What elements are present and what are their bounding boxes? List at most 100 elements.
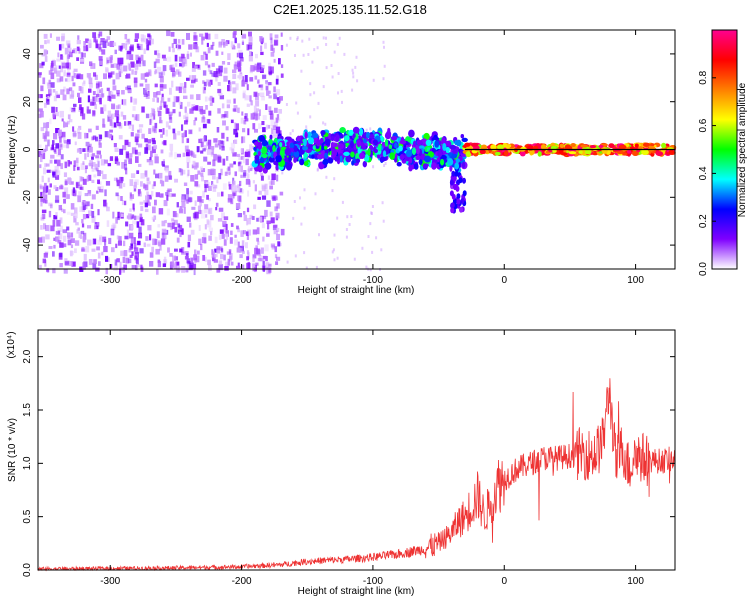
heatmap-cell <box>212 159 216 167</box>
heatmap-cell <box>232 192 236 197</box>
heatmap-cell <box>129 246 133 250</box>
heatmap-cell <box>45 225 49 232</box>
heatmap-cell <box>126 50 132 55</box>
heatmap-cell <box>276 174 279 182</box>
heatmap-cell <box>45 126 48 133</box>
heatmap-cell <box>454 170 459 177</box>
heatmap-cell <box>302 146 308 151</box>
heatmap-cell <box>233 161 236 165</box>
heatmap-cell <box>352 75 355 79</box>
heatmap-cell <box>217 192 221 197</box>
heatmap-cell <box>302 53 305 57</box>
heatmap-cell <box>256 65 260 73</box>
heatmap-cell <box>66 120 70 125</box>
heatmap-cell <box>57 52 60 58</box>
heatmap-cell <box>173 96 178 102</box>
heatmap-cell <box>244 113 248 119</box>
heatmap-cell <box>146 202 151 206</box>
heatmap-cell <box>184 120 188 125</box>
heatmap-cell <box>249 214 253 219</box>
heatmap-cell <box>230 223 234 227</box>
heatmap-cell <box>244 75 248 82</box>
heatmap-cell <box>135 265 138 271</box>
heatmap-cell <box>94 225 99 230</box>
heatmap-cell <box>104 131 109 138</box>
heatmap-cell <box>183 115 186 120</box>
heatmap-cell <box>214 253 218 258</box>
heatmap-cell <box>131 251 134 256</box>
heatmap-cell <box>101 251 104 256</box>
heatmap-cell <box>223 75 228 82</box>
heatmap-cell <box>101 93 105 97</box>
heatmap-cell <box>227 166 231 171</box>
heatmap-cell <box>67 114 71 120</box>
heatmap-cell <box>92 91 96 96</box>
heatmap-cell <box>166 108 170 114</box>
heatmap-cell <box>67 177 72 185</box>
heatmap-cell <box>264 42 267 49</box>
heatmap-cell <box>154 199 157 206</box>
heatmap-cell <box>254 75 258 80</box>
heatmap-cell <box>254 128 258 133</box>
heatmap-cell <box>133 81 138 88</box>
heatmap-cell <box>109 40 115 48</box>
heatmap-cell <box>74 141 77 146</box>
heatmap-cell <box>98 140 101 146</box>
heatmap-cell <box>153 169 156 175</box>
snr-y-axis-label: SNR (10 * v/v) <box>7 418 18 482</box>
heatmap-cell <box>440 158 445 166</box>
heatmap-cell <box>63 243 67 248</box>
heatmap-cell <box>233 64 238 70</box>
heatmap-cell <box>247 128 250 136</box>
heatmap-cell <box>97 239 102 245</box>
heatmap-cell <box>115 243 118 249</box>
heatmap-cell <box>181 62 186 67</box>
heatmap-cell <box>114 259 118 266</box>
heatmap-cell <box>243 211 246 215</box>
heatmap-cell <box>280 45 284 51</box>
heatmap-cell <box>241 33 246 39</box>
heatmap-cell <box>327 157 334 164</box>
heatmap-cell <box>61 208 64 212</box>
heatmap-cell <box>109 156 114 161</box>
heatmap-cell <box>156 268 159 275</box>
heatmap-cell <box>540 144 547 150</box>
heatmap-cell <box>213 153 217 161</box>
heatmap-cell <box>286 260 289 264</box>
heatmap-cell <box>337 91 339 95</box>
heatmap-cell <box>116 161 120 166</box>
heatmap-cell <box>102 118 105 126</box>
heatmap-cell <box>159 119 163 124</box>
heatmap-cell <box>350 140 354 148</box>
heatmap-cell <box>183 207 186 214</box>
heatmap-cell <box>208 207 213 215</box>
heatmap-cell <box>305 125 308 129</box>
heatmap-cell <box>233 98 236 104</box>
heatmap-cell <box>154 50 157 55</box>
heatmap-cell <box>234 171 238 177</box>
heatmap-cell <box>380 248 383 252</box>
heatmap-cell <box>45 94 51 98</box>
heatmap-cell <box>93 72 97 77</box>
heatmap-cell <box>96 159 100 163</box>
heatmap-cell <box>207 47 211 54</box>
heatmap-cell <box>210 168 215 175</box>
heatmap-cell <box>99 189 104 193</box>
heatmap-cell <box>570 143 576 147</box>
heatmap-cell <box>270 179 275 185</box>
snr-panel: -300 -200 -100 0 100 0.00.51.01.52.0 Height … <box>6 329 676 597</box>
heatmap-cell <box>449 144 457 150</box>
heatmap-cell <box>451 170 456 177</box>
heatmap-cell <box>87 225 92 229</box>
heatmap-cell <box>59 76 64 82</box>
heatmap-cell <box>178 71 182 77</box>
heatmap-cell <box>213 138 218 143</box>
heatmap-cell <box>221 248 224 253</box>
heatmap-cell <box>41 61 45 66</box>
y-tick-label: 2.0 <box>22 349 33 363</box>
heatmap-cell <box>382 150 387 158</box>
heatmap-cell <box>151 107 155 114</box>
heatmap-cell <box>269 33 273 41</box>
heatmap-cell <box>45 163 50 167</box>
heatmap-cell <box>564 145 573 150</box>
